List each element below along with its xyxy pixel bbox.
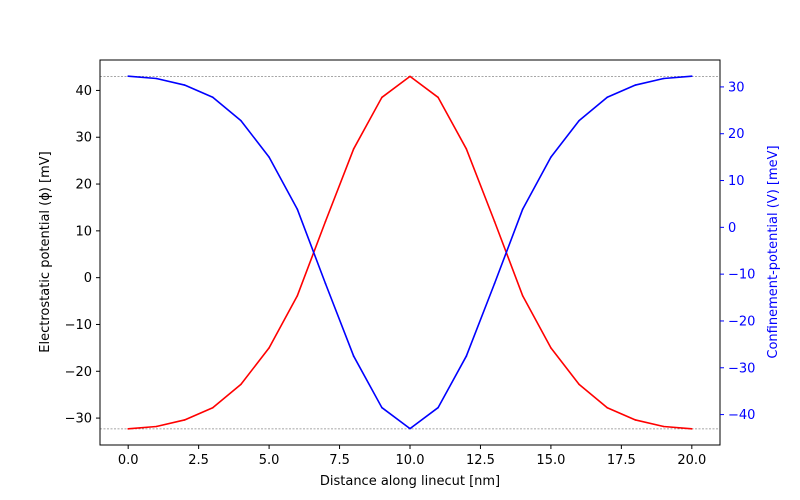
- y-right-tick-label: −30: [728, 361, 755, 376]
- series-point-electrostatic: [437, 96, 439, 99]
- series-point-confinement: [634, 84, 637, 86]
- series-point-electrostatic: [155, 425, 158, 428]
- y-left-tick-label: 20: [75, 178, 92, 193]
- x-tick-label: 0.0: [118, 453, 139, 468]
- series-point-confinement: [409, 427, 411, 430]
- series-point-electrostatic: [578, 383, 580, 386]
- y-right-tick-label: 30: [728, 80, 745, 95]
- x-tick-label: 12.5: [466, 453, 495, 468]
- series-point-electrostatic: [211, 406, 214, 409]
- y-left-tick-label: 10: [75, 224, 92, 239]
- series-point-electrostatic: [465, 148, 468, 150]
- series-point-confinement: [606, 96, 609, 99]
- series-point-confinement: [662, 77, 665, 80]
- y-right-tick-label: −10: [728, 268, 755, 283]
- series-point-confinement: [550, 156, 552, 158]
- series-point-confinement: [691, 75, 693, 77]
- y-left-tick-label: −10: [65, 318, 92, 333]
- x-tick-label: 2.5: [188, 453, 209, 468]
- y-left-tick-label: 40: [75, 84, 92, 99]
- x-axis-label: Distance along linecut [nm]: [320, 474, 500, 489]
- series-point-electrostatic: [521, 295, 524, 297]
- series-point-confinement: [155, 77, 158, 80]
- x-tick-label: 7.5: [329, 453, 350, 468]
- y-left-tick-label: −20: [65, 365, 92, 380]
- y-left-tick-label: 0: [84, 271, 92, 286]
- series-point-confinement: [352, 355, 355, 357]
- series-point-electrostatic: [296, 295, 299, 297]
- series-point-confinement: [127, 75, 129, 77]
- y-right-tick-label: 0: [728, 221, 736, 236]
- y-left-tick-label: −30: [65, 412, 92, 427]
- x-tick-label: 10.0: [396, 453, 425, 468]
- series-point-electrostatic: [606, 406, 609, 409]
- series-point-electrostatic: [550, 347, 552, 349]
- x-tick-label: 20.0: [677, 453, 706, 468]
- series-point-confinement: [437, 406, 439, 409]
- y-left-axis-label: Electrostatic potential (ϕ) [mV]: [38, 151, 53, 352]
- y-right-tick-label: −20: [728, 314, 755, 329]
- series-point-confinement: [578, 119, 580, 122]
- series-point-confinement: [465, 355, 468, 357]
- series-point-electrostatic: [691, 428, 693, 430]
- x-tick-label: 5.0: [259, 453, 280, 468]
- series-point-electrostatic: [127, 428, 129, 430]
- y-right-tick-label: −40: [728, 408, 755, 423]
- series-point-electrostatic: [268, 347, 270, 349]
- series-point-confinement: [296, 208, 299, 210]
- series-point-electrostatic: [493, 220, 496, 223]
- series-point-confinement: [521, 208, 524, 210]
- x-tick-label: 17.5: [607, 453, 636, 468]
- y-right-tick-label: 10: [728, 174, 745, 189]
- series-point-confinement: [268, 156, 270, 158]
- series-point-confinement: [183, 84, 186, 86]
- series-point-electrostatic: [381, 96, 383, 99]
- series-point-electrostatic: [240, 383, 242, 386]
- series-point-electrostatic: [324, 220, 327, 223]
- series-point-electrostatic: [183, 419, 186, 421]
- series-point-confinement: [381, 406, 383, 409]
- series-point-electrostatic: [662, 425, 665, 428]
- y-right-tick-label: 20: [728, 127, 745, 142]
- series-point-confinement: [493, 282, 496, 285]
- series-point-confinement: [324, 282, 327, 285]
- series-point-confinement: [211, 96, 214, 99]
- series-point-electrostatic: [409, 75, 411, 78]
- x-tick-label: 15.0: [536, 453, 565, 468]
- series-point-confinement: [240, 119, 242, 122]
- series-point-electrostatic: [352, 148, 355, 150]
- series-point-electrostatic: [634, 419, 637, 421]
- y-left-tick-label: 30: [75, 131, 92, 146]
- y-right-axis-label: Confinement-potential (V) [meV]: [766, 145, 781, 358]
